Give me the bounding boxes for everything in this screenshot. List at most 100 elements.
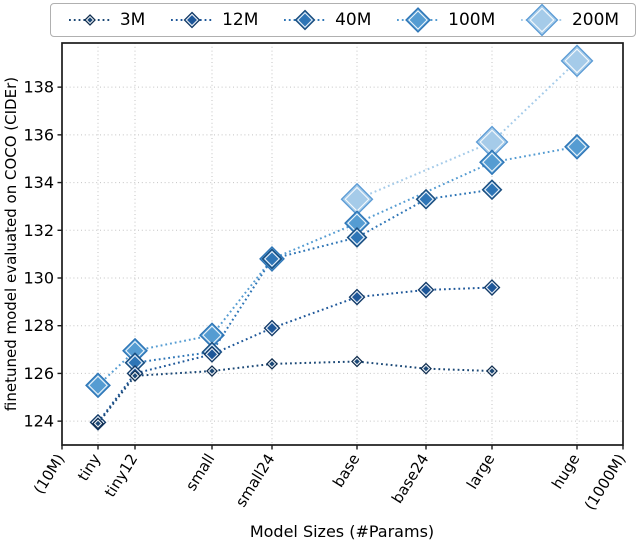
y-tick-label: 136 bbox=[23, 125, 54, 144]
series-40M bbox=[124, 179, 503, 374]
data-point-marker bbox=[203, 345, 221, 363]
legend-item-12m: 12M bbox=[169, 3, 258, 37]
data-point-marker bbox=[525, 3, 559, 37]
legend: 3M 12M 40M 100M 200M bbox=[50, 3, 636, 37]
y-tick-label: 138 bbox=[23, 78, 54, 97]
data-point-marker bbox=[420, 362, 432, 375]
data-point-marker bbox=[129, 369, 141, 382]
x-tick-label: (1000M) bbox=[581, 451, 630, 514]
data-point-marker bbox=[346, 227, 368, 248]
data-point-marker bbox=[351, 355, 363, 368]
series-100M bbox=[85, 133, 590, 399]
data-point-marker bbox=[206, 365, 218, 377]
marker-inner-ring bbox=[349, 229, 365, 246]
legend-label: 40M bbox=[335, 9, 372, 30]
legend-item-3m: 3M bbox=[67, 3, 145, 37]
diamond-marker-icon bbox=[68, 14, 111, 26]
data-point-marker bbox=[85, 372, 111, 399]
marker-inner-ring bbox=[564, 48, 590, 74]
x-tick-label: base24 bbox=[388, 451, 432, 507]
x-axis-label: Model Sizes (#Params) bbox=[250, 522, 434, 541]
marker-inner-ring bbox=[264, 250, 280, 267]
grid bbox=[62, 43, 623, 445]
x-tick-label: tiny12 bbox=[101, 451, 141, 501]
diamond-marker-icon bbox=[284, 9, 327, 31]
marker-inner-ring bbox=[185, 13, 199, 27]
marker-inner-ring bbox=[529, 7, 555, 33]
data-point-marker bbox=[263, 319, 281, 337]
data-point-marker bbox=[417, 281, 435, 299]
series-3M bbox=[92, 355, 498, 430]
diamond-marker-icon bbox=[520, 3, 563, 37]
marker-inner-ring bbox=[85, 15, 95, 25]
series-line bbox=[356, 60, 578, 201]
marker-inner-ring bbox=[418, 191, 434, 208]
marker-inner-ring bbox=[265, 321, 279, 335]
data-point-marker bbox=[294, 9, 316, 31]
x-tick-label: huge bbox=[548, 451, 583, 493]
legend-item-200m: 200M bbox=[519, 3, 619, 37]
data-point-marker bbox=[486, 365, 498, 377]
data-point-marker bbox=[415, 188, 437, 210]
data-point-marker bbox=[479, 149, 505, 176]
marker-inner-ring bbox=[88, 375, 108, 396]
marker-inner-ring bbox=[205, 347, 219, 361]
diamond-marker-icon bbox=[397, 7, 440, 33]
y-axis-label: finetuned model evaluated on COCO (CIDEr… bbox=[2, 77, 20, 411]
marker-inner-ring bbox=[297, 12, 314, 28]
legend-label: 200M bbox=[571, 9, 620, 30]
series-line bbox=[97, 360, 493, 425]
marker-inner-ring bbox=[567, 136, 587, 157]
data-point-marker bbox=[405, 7, 432, 33]
series-line bbox=[134, 188, 493, 364]
series-line bbox=[97, 145, 578, 387]
x-tick-label: small24 bbox=[232, 451, 279, 511]
x-tick-label: tiny bbox=[74, 450, 104, 484]
data-point-marker bbox=[564, 133, 590, 160]
diamond-marker-icon bbox=[171, 11, 214, 29]
y-tick-label: 134 bbox=[23, 173, 54, 192]
x-tick-label: large bbox=[463, 451, 498, 493]
x-tick-label: base bbox=[329, 451, 363, 491]
series-line bbox=[97, 286, 493, 423]
data-point-marker bbox=[83, 14, 96, 26]
series-12M bbox=[89, 279, 501, 431]
data-point-marker bbox=[560, 44, 594, 78]
marker-inner-ring bbox=[487, 366, 497, 376]
marker-inner-ring bbox=[419, 283, 433, 297]
marker-inner-ring bbox=[350, 290, 364, 304]
legend-label: 100M bbox=[448, 9, 496, 30]
data-point-marker bbox=[92, 417, 104, 430]
data-point-marker bbox=[481, 179, 503, 201]
marker-inner-ring bbox=[408, 10, 429, 30]
legend-label: 12M bbox=[222, 9, 259, 30]
legend-item-40m: 40M bbox=[282, 3, 371, 37]
legend-label: 3M bbox=[119, 9, 146, 30]
data-point-marker bbox=[266, 357, 278, 370]
legend-item-100m: 100M bbox=[395, 3, 495, 37]
marker-inner-ring bbox=[207, 366, 217, 376]
marker-inner-ring bbox=[267, 359, 277, 369]
x-tick-label: small bbox=[182, 451, 218, 494]
y-tick-label: 128 bbox=[23, 316, 54, 335]
marker-inner-ring bbox=[482, 152, 502, 173]
y-tick-label: 130 bbox=[23, 268, 54, 287]
y-tick-label: 126 bbox=[23, 364, 54, 383]
marker-inner-ring bbox=[421, 364, 431, 373]
data-point-marker bbox=[483, 279, 501, 296]
data-point-marker bbox=[183, 11, 201, 29]
series-200M bbox=[340, 44, 594, 216]
marker-inner-ring bbox=[485, 281, 499, 295]
marker-inner-ring bbox=[352, 357, 362, 366]
y-tick-label: 132 bbox=[23, 221, 54, 240]
x-tick-label: (10M) bbox=[30, 451, 68, 498]
data-point-marker bbox=[261, 248, 283, 270]
plot-border bbox=[61, 42, 624, 446]
data-point-marker bbox=[340, 182, 374, 216]
marker-inner-ring bbox=[130, 371, 140, 380]
y-tick-label: 124 bbox=[23, 412, 54, 431]
marker-inner-ring bbox=[93, 419, 103, 428]
